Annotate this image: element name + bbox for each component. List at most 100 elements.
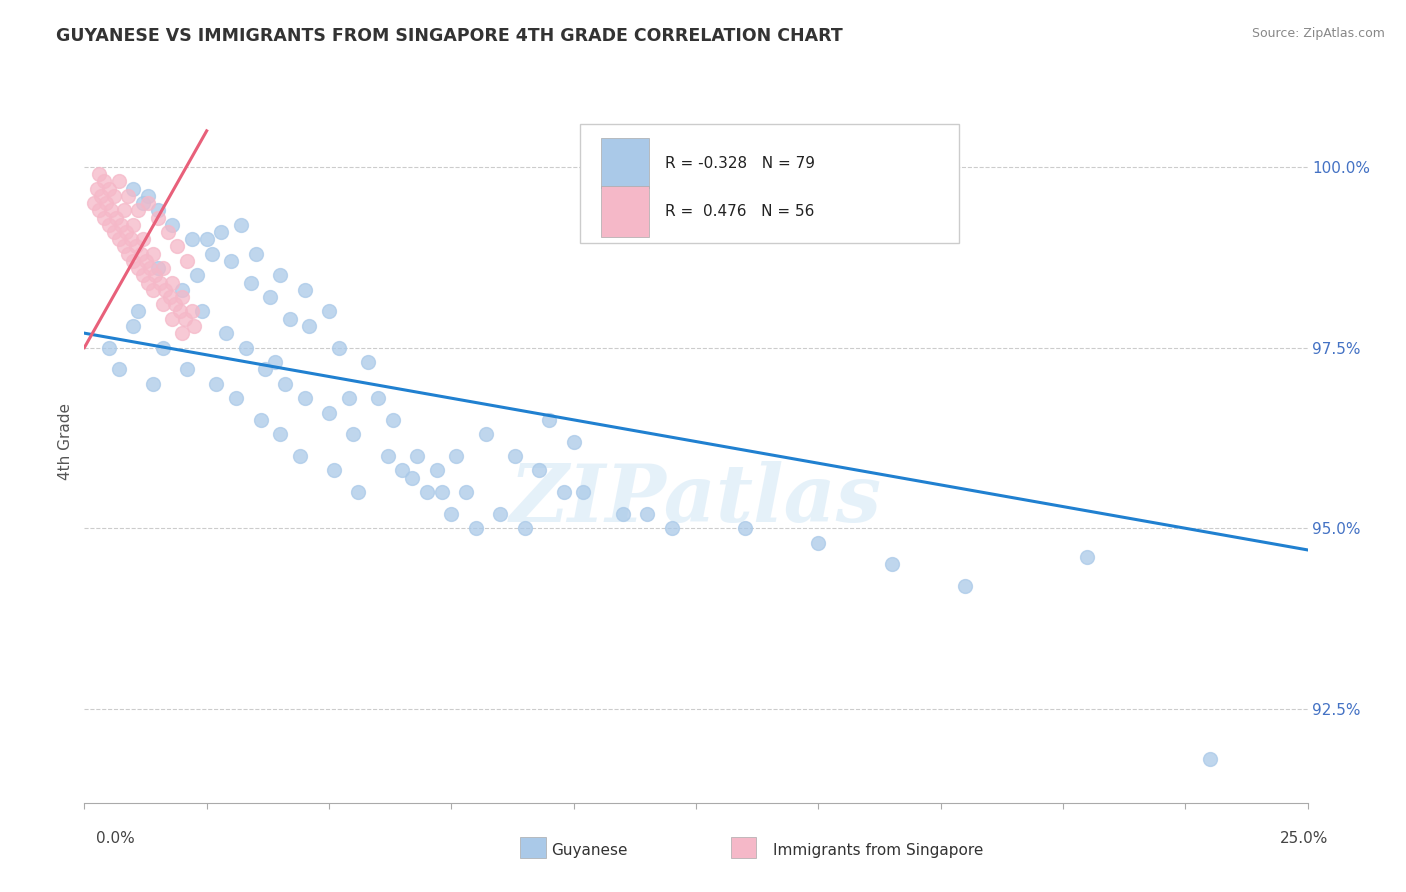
Point — [288, 449, 311, 463]
Point — [112, 203, 135, 218]
Point — [347, 485, 370, 500]
Point — [96, 196, 118, 211]
Point — [440, 507, 463, 521]
Point — [87, 203, 110, 218]
Point — [153, 283, 176, 297]
Point — [146, 261, 169, 276]
Point — [529, 463, 551, 477]
Text: Guyanese: Guyanese — [551, 844, 627, 858]
Point — [110, 218, 132, 232]
Point — [115, 225, 138, 239]
Point — [169, 304, 191, 318]
Point — [229, 218, 252, 232]
Point — [391, 463, 413, 477]
Point — [416, 485, 439, 500]
Point — [162, 311, 184, 326]
Point — [127, 304, 149, 318]
Point — [513, 521, 536, 535]
Point — [205, 376, 228, 391]
Point — [139, 261, 162, 276]
Point — [93, 211, 115, 225]
Point — [264, 355, 287, 369]
Point — [278, 311, 301, 326]
Point — [107, 362, 129, 376]
Point — [172, 326, 194, 341]
Point — [200, 246, 222, 260]
Point — [162, 218, 184, 232]
Point — [381, 413, 404, 427]
Point — [97, 218, 120, 232]
Point — [125, 239, 148, 253]
Point — [136, 189, 159, 203]
Point — [127, 203, 149, 218]
Point — [195, 232, 218, 246]
Point — [503, 449, 526, 463]
Point — [239, 276, 262, 290]
Point — [337, 391, 360, 405]
Point — [122, 254, 145, 268]
Point — [406, 449, 429, 463]
Point — [209, 225, 232, 239]
Point — [454, 485, 477, 500]
Point — [489, 507, 512, 521]
Point — [401, 471, 423, 485]
Point — [142, 246, 165, 260]
Point — [156, 225, 179, 239]
Point — [143, 268, 166, 283]
Point — [183, 318, 205, 333]
Text: 0.0%: 0.0% — [96, 831, 135, 846]
Point — [318, 406, 340, 420]
Point — [97, 341, 120, 355]
Point — [294, 391, 316, 405]
Point — [129, 246, 152, 260]
Point — [122, 182, 145, 196]
Point — [880, 558, 903, 572]
Point — [636, 507, 658, 521]
Point — [1198, 752, 1220, 766]
Point — [176, 254, 198, 268]
Point — [152, 297, 174, 311]
Point — [181, 232, 204, 246]
Point — [274, 376, 297, 391]
Point — [97, 182, 120, 196]
Point — [474, 427, 496, 442]
FancyBboxPatch shape — [579, 124, 959, 243]
Point — [318, 304, 340, 318]
Text: Immigrants from Singapore: Immigrants from Singapore — [773, 844, 984, 858]
Point — [298, 318, 321, 333]
Point — [103, 225, 125, 239]
Point — [149, 276, 172, 290]
Point — [100, 203, 122, 218]
Point — [132, 196, 155, 211]
Point — [225, 391, 247, 405]
Point — [142, 283, 165, 297]
Text: R =  0.476   N = 56: R = 0.476 N = 56 — [665, 203, 814, 219]
Point — [254, 362, 277, 376]
Point — [269, 268, 291, 283]
Text: R = -0.328   N = 79: R = -0.328 N = 79 — [665, 155, 815, 170]
Point — [107, 232, 129, 246]
Point — [136, 196, 159, 211]
Point — [430, 485, 453, 500]
Point — [132, 232, 155, 246]
Point — [142, 376, 165, 391]
Point — [464, 521, 486, 535]
Point — [107, 174, 129, 188]
Point — [357, 355, 380, 369]
Point — [294, 283, 316, 297]
Point — [117, 189, 139, 203]
Point — [249, 413, 271, 427]
Text: GUYANESE VS IMMIGRANTS FROM SINGAPORE 4TH GRADE CORRELATION CHART: GUYANESE VS IMMIGRANTS FROM SINGAPORE 4T… — [56, 27, 844, 45]
Point — [146, 203, 169, 218]
Point — [235, 341, 257, 355]
Point — [173, 311, 195, 326]
Point — [127, 261, 149, 276]
Point — [166, 239, 188, 253]
Point — [245, 246, 267, 260]
Point — [612, 507, 634, 521]
Point — [136, 276, 159, 290]
Point — [269, 427, 291, 442]
Point — [219, 254, 242, 268]
Point — [734, 521, 756, 535]
Point — [146, 211, 169, 225]
